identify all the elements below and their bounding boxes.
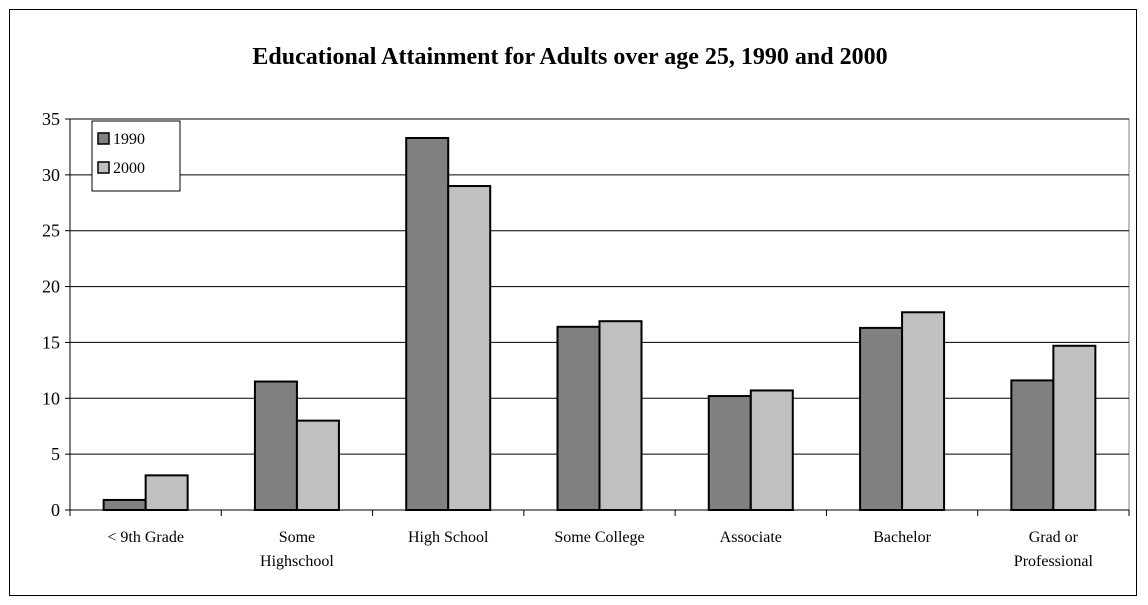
chart-title: Educational Attainment for Adults over a…	[252, 44, 887, 70]
bar-1990-2	[405, 136, 450, 512]
bar-2000-2	[447, 185, 492, 511]
legend-swatch-2000	[97, 161, 110, 174]
x-category-label: High School	[408, 529, 489, 546]
chart-frame: Educational Attainment for Adults over a…	[9, 9, 1137, 596]
y-tick-label: 30	[42, 165, 60, 185]
bar-2000-6	[1052, 344, 1097, 511]
bar-2000-3	[598, 320, 643, 511]
y-tick-label: 0	[51, 500, 60, 520]
bar-1990-6	[1010, 379, 1055, 512]
x-category-label: Grad or Professional	[1014, 529, 1094, 570]
y-tick-label: 25	[42, 221, 60, 241]
y-tick-label: 15	[42, 332, 60, 352]
x-category-label: Some Highschool	[260, 529, 334, 570]
legend-swatch-1990	[97, 132, 110, 145]
bar-2000-5	[901, 311, 946, 511]
y-tick-label: 35	[42, 109, 60, 129]
bar-chart: Educational Attainment for Adults over a…	[42, 44, 1130, 570]
bar-1990-5	[859, 326, 904, 511]
bar-2000-0	[144, 474, 189, 511]
x-category-label: Associate	[720, 529, 782, 546]
bar-1990-1	[253, 380, 298, 511]
y-tick-label: 20	[42, 277, 60, 297]
bar-1990-0	[102, 498, 147, 511]
x-category-label: < 9th Grade	[107, 529, 184, 546]
y-tick-label: 5	[51, 444, 60, 464]
bar-2000-4	[749, 389, 794, 512]
bar-1990-3	[556, 325, 601, 511]
bar-2000-1	[295, 419, 340, 511]
y-tick-label: 10	[42, 388, 60, 408]
x-category-label: Bachelor	[873, 529, 931, 546]
legend-label-1990: 1990	[113, 131, 145, 148]
bar-1990-4	[707, 395, 752, 511]
legend-label-2000: 2000	[113, 160, 145, 177]
x-category-label: Some College	[554, 529, 644, 546]
